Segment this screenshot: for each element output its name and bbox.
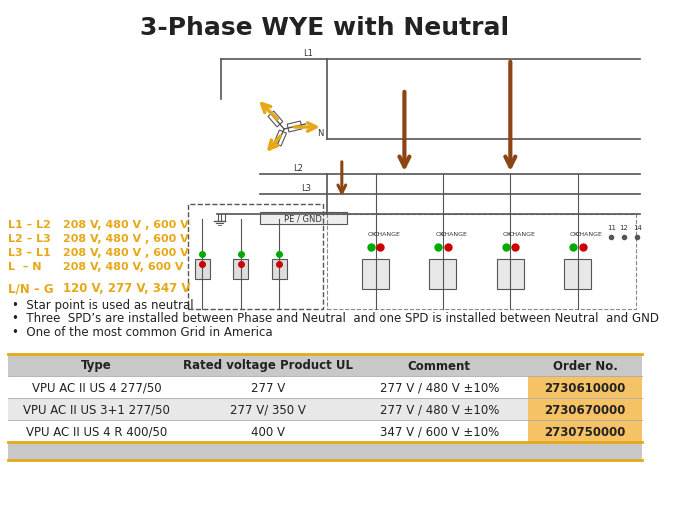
Bar [186,398,350,420]
Text: CHANGE: CHANGE [508,231,535,236]
Text: L3: L3 [301,184,311,192]
Text: L  – N: L – N [7,262,41,272]
Polygon shape [268,112,283,128]
Text: L2 – L3: L2 – L3 [7,233,51,243]
Text: CHANGE: CHANGE [441,231,468,236]
Text: 347 V / 600 V ±10%: 347 V / 600 V ±10% [379,425,499,438]
Bar [7,355,186,376]
Text: Type: Type [81,359,112,372]
Bar [350,420,528,442]
Bar [528,420,642,442]
Text: L/N – G: L/N – G [7,282,53,295]
Text: OK: OK [503,231,512,236]
Text: 208 V, 480 V , 600 V: 208 V, 480 V , 600 V [63,233,188,243]
Bar [7,398,186,420]
Polygon shape [274,131,286,147]
Bar [194,260,210,279]
Text: 208 V, 480 V , 600 V: 208 V, 480 V , 600 V [63,220,188,230]
Text: 12: 12 [620,225,628,231]
Bar [186,376,350,398]
Text: 208 V, 480 V , 600 V: 208 V, 480 V , 600 V [63,247,188,258]
Text: 277 V: 277 V [250,381,285,394]
Bar [327,215,635,310]
Text: 277 V/ 350 V: 277 V/ 350 V [230,402,306,416]
Text: VPU AC II US 3+1 277/50: VPU AC II US 3+1 277/50 [23,402,170,416]
Text: 3-Phase WYE with Neutral: 3-Phase WYE with Neutral [140,16,509,40]
Text: 2730750000: 2730750000 [545,425,626,438]
Bar [186,420,350,442]
Text: PE / GND: PE / GND [284,214,322,223]
Text: 400 V: 400 V [251,425,285,438]
Bar [271,260,287,279]
Text: L1 – L2: L1 – L2 [7,220,51,230]
Bar [528,376,642,398]
Bar [429,260,456,289]
Bar [350,376,528,398]
Bar [186,355,350,376]
Text: 277 V / 480 V ±10%: 277 V / 480 V ±10% [379,402,499,416]
Text: 11: 11 [607,225,616,231]
Text: CHANGE: CHANGE [373,231,400,236]
Text: 120 V, 277 V, 347 V: 120 V, 277 V, 347 V [63,282,190,295]
Text: Rated voltage Product UL: Rated voltage Product UL [183,359,353,372]
Bar [362,260,389,289]
Text: N: N [317,129,323,138]
Bar [260,213,347,225]
Bar [233,260,248,279]
Bar [188,205,323,310]
Text: VPU AC II US 4 R 400/50: VPU AC II US 4 R 400/50 [26,425,167,438]
Text: VPU AC II US 4 277/50: VPU AC II US 4 277/50 [32,381,161,394]
Text: •  Three  SPD’s are installed between Phase and Neutral  and one SPD is installe: • Three SPD’s are installed between Phas… [11,312,659,325]
Text: OK: OK [435,231,444,236]
Bar [564,260,591,289]
Text: L2: L2 [294,164,304,173]
Text: 14: 14 [633,225,642,231]
Polygon shape [288,122,302,133]
Text: OK: OK [368,231,377,236]
Text: Comment: Comment [408,359,470,372]
Text: OK: OK [570,231,579,236]
Text: •  Star point is used as neutral: • Star point is used as neutral [11,298,193,311]
Text: •  One of the most common Grid in America: • One of the most common Grid in America [11,326,272,339]
Text: 2730610000: 2730610000 [545,381,626,394]
Bar [350,398,528,420]
Text: 208 V, 480 V, 600 V: 208 V, 480 V, 600 V [63,262,183,272]
Text: 2730670000: 2730670000 [545,402,626,416]
Bar [528,398,642,420]
Bar [7,420,186,442]
Bar [350,355,528,376]
Bar [7,376,186,398]
Text: CHANGE: CHANGE [576,231,603,236]
Text: L1: L1 [303,49,313,58]
Bar [7,442,642,460]
Bar [497,260,524,289]
Text: L3 – L1: L3 – L1 [7,247,51,258]
Text: Order No.: Order No. [553,359,618,372]
Bar [528,355,642,376]
Text: 277 V / 480 V ±10%: 277 V / 480 V ±10% [379,381,499,394]
